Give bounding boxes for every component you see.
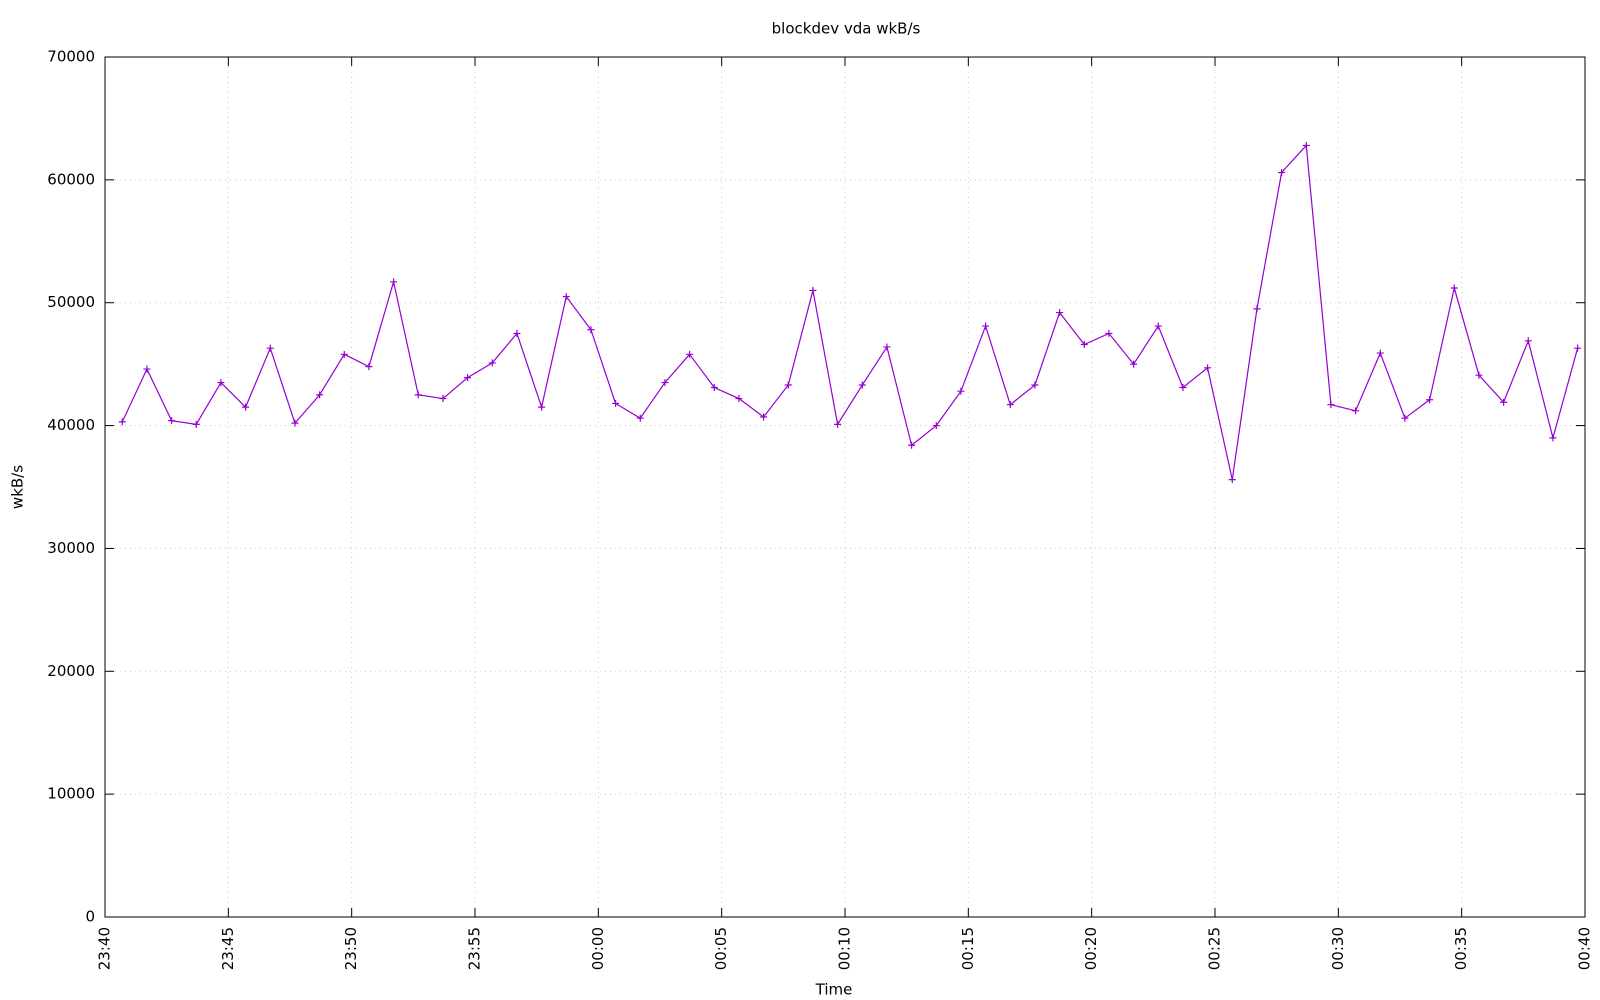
data-point	[414, 391, 422, 399]
data-point	[686, 350, 694, 358]
data-point	[1524, 337, 1532, 345]
data-point	[858, 381, 866, 389]
data-point	[1006, 401, 1014, 409]
data-point	[316, 391, 324, 399]
chart-title: blockdev vda wkB/s	[772, 20, 921, 38]
x-tick-label: 23:55	[466, 927, 484, 970]
x-tick-label: 00:40	[1576, 927, 1594, 970]
data-point	[1450, 284, 1458, 292]
data-point	[809, 286, 817, 294]
data-point	[957, 387, 965, 395]
data-point	[513, 329, 521, 337]
data-point	[883, 343, 891, 351]
data-point	[1130, 360, 1138, 368]
data-point	[143, 365, 151, 373]
data-point	[439, 395, 447, 403]
y-tick-label: 20000	[47, 662, 95, 680]
x-tick-label: 00:30	[1329, 927, 1347, 970]
data-point	[1352, 407, 1360, 415]
data-point	[1253, 305, 1261, 313]
y-tick-label: 10000	[47, 785, 95, 803]
data-point	[661, 379, 669, 387]
data-point	[118, 418, 126, 426]
data-point	[1327, 401, 1335, 409]
x-tick-label: 00:05	[712, 927, 730, 970]
data-line	[121, 144, 1579, 480]
data-point	[1475, 371, 1483, 379]
y-tick-label: 40000	[47, 416, 95, 434]
data-point	[217, 379, 225, 387]
data-point	[1154, 322, 1162, 330]
data-point	[488, 359, 496, 367]
data-point	[1426, 396, 1434, 404]
data-point	[291, 419, 299, 427]
x-tick-label: 00:25	[1206, 927, 1224, 970]
data-point	[1549, 434, 1557, 442]
data-point	[1574, 344, 1582, 352]
data-point	[1179, 383, 1187, 391]
data-point	[168, 417, 176, 425]
data-point	[834, 420, 842, 428]
data-point	[784, 381, 792, 389]
x-tick-label: 00:20	[1082, 927, 1100, 970]
data-point	[982, 322, 990, 330]
data-point	[242, 403, 250, 411]
y-tick-label: 70000	[47, 48, 95, 66]
x-tick-label: 23:45	[219, 927, 237, 970]
x-tick-label: 00:10	[836, 927, 854, 970]
data-point	[710, 383, 718, 391]
x-tick-label: 23:40	[96, 927, 114, 970]
data-point	[1401, 414, 1409, 422]
y-tick-label: 0	[85, 908, 95, 926]
data-point	[1376, 349, 1384, 357]
data-point	[612, 399, 620, 407]
y-axis-label: wkB/s	[9, 465, 27, 509]
data-point	[932, 422, 940, 430]
data-point	[1302, 141, 1310, 149]
data-point	[1228, 476, 1236, 484]
y-tick-label: 30000	[47, 539, 95, 557]
data-point	[1105, 329, 1113, 337]
data-point	[538, 403, 546, 411]
y-tick-label: 60000	[47, 170, 95, 188]
data-point	[1204, 364, 1212, 372]
data-point	[390, 278, 398, 286]
data-point	[636, 414, 644, 422]
x-tick-label: 00:35	[1452, 927, 1470, 970]
data-point	[1056, 309, 1064, 317]
data-point	[266, 344, 274, 352]
data-point	[192, 420, 200, 428]
data-point	[1080, 340, 1088, 348]
x-tick-label: 23:50	[342, 927, 360, 970]
data-point	[365, 363, 373, 371]
data-point	[908, 441, 916, 449]
data-point	[760, 413, 768, 421]
data-point	[735, 395, 743, 403]
data-point	[587, 326, 595, 334]
x-tick-label: 00:00	[589, 927, 607, 970]
data-point	[1031, 381, 1039, 389]
data-point	[562, 293, 570, 301]
data-point	[1278, 168, 1286, 176]
x-tick-label: 00:15	[959, 927, 977, 970]
x-axis-label: Time	[815, 981, 853, 999]
y-tick-label: 50000	[47, 293, 95, 311]
data-point	[1500, 398, 1508, 406]
data-point	[340, 350, 348, 358]
data-point	[464, 374, 472, 382]
